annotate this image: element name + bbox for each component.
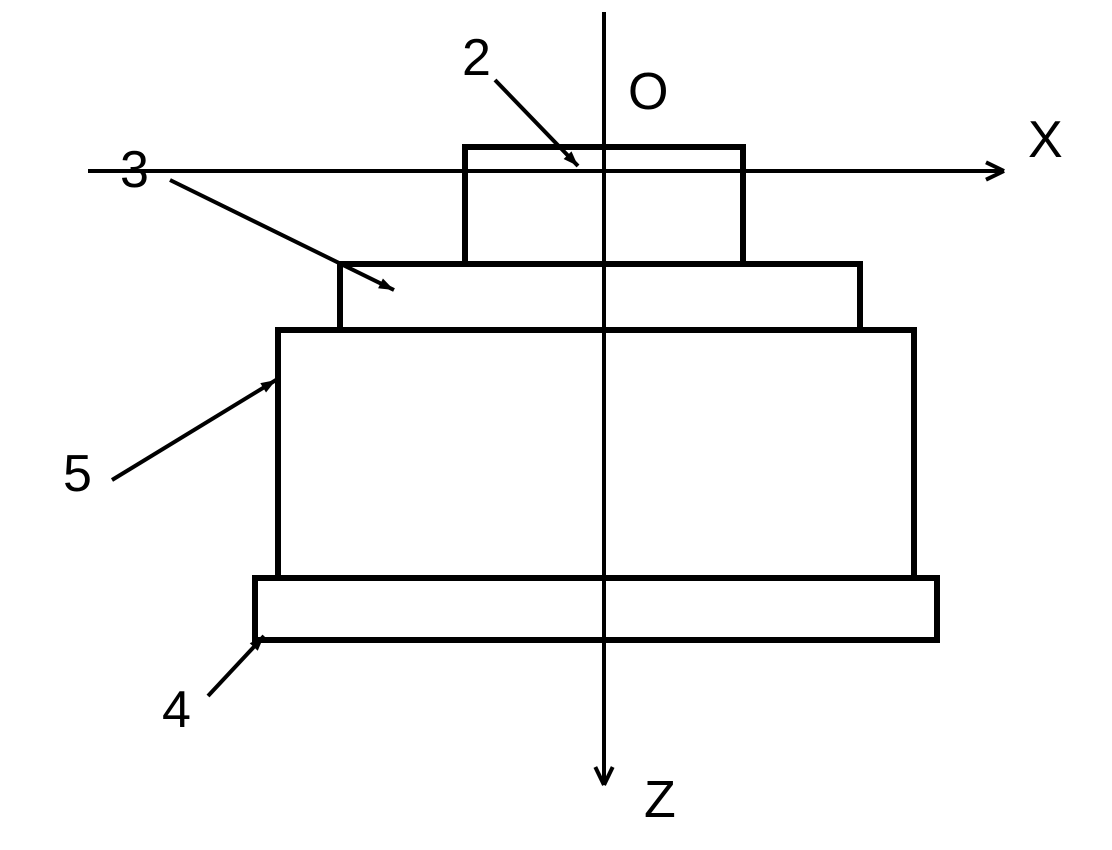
diagram-canvas: O X Z 2 3 5 4 [0, 0, 1112, 850]
callout-arrow_5-head [260, 380, 276, 393]
label-x-axis: X [1028, 110, 1063, 170]
callout-label-3: 3 [120, 140, 149, 200]
block-second [340, 264, 860, 330]
callout-label-4: 4 [162, 680, 191, 740]
callout-label-5: 5 [63, 444, 92, 504]
callout-arrow_5 [112, 380, 276, 480]
callout-label-2: 2 [462, 28, 491, 88]
block-main [278, 330, 914, 578]
label-z-axis: Z [644, 770, 676, 830]
callout-arrow_3-head [378, 278, 394, 290]
callout-arrow_3 [170, 180, 394, 290]
callout-arrow_2 [495, 80, 578, 166]
label-origin: O [628, 62, 668, 122]
block-bottom [255, 578, 937, 640]
